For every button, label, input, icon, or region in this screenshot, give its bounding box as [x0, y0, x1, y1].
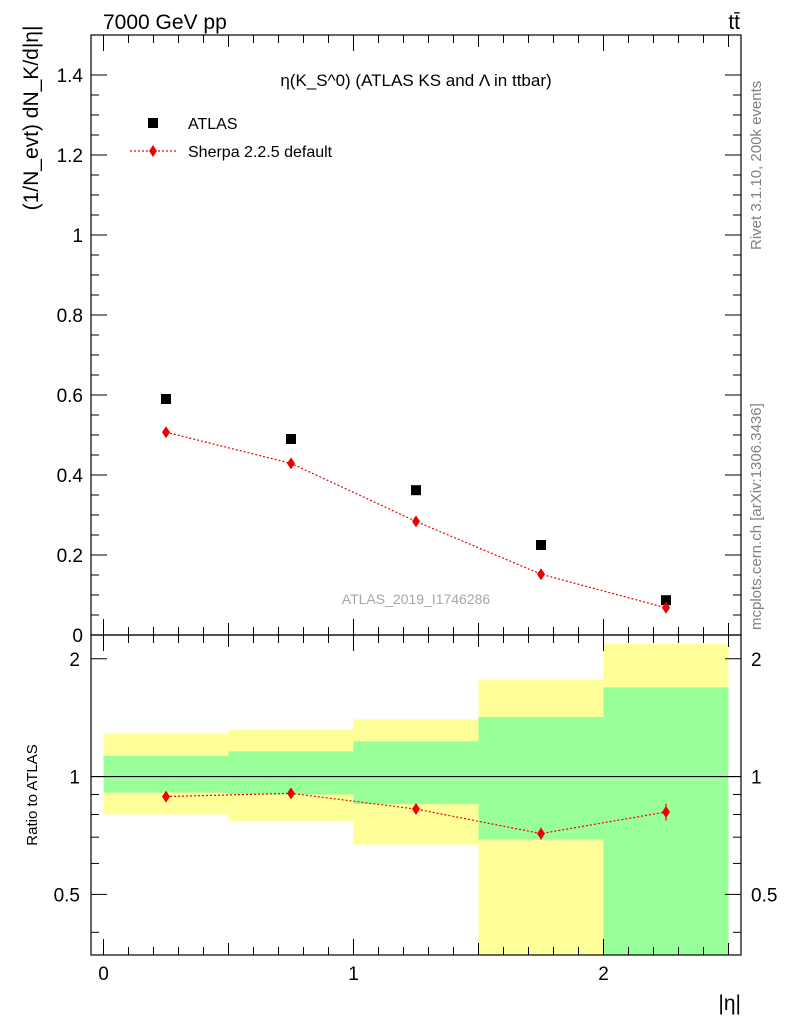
y-tick-label: 0.4	[57, 466, 84, 487]
y-tick-label: 1	[72, 226, 83, 247]
process-label: tt̄	[728, 11, 740, 34]
atlas-point	[161, 394, 171, 404]
ratio-y-axis-label: Ratio to ATLAS	[24, 744, 41, 845]
main-marks	[161, 394, 671, 614]
rivet-label: Rivet 3.1.10, 200k events	[748, 81, 765, 250]
y-tick-label: 0.6	[57, 386, 83, 407]
y-tick-label: 0.8	[57, 306, 83, 327]
chart-title: η(K_S^0) (ATLAS KS and Λ in ttbar)	[280, 71, 551, 90]
ratio-marks	[162, 787, 670, 840]
ratio-point	[412, 803, 420, 816]
legend-marker-sherpa	[149, 145, 157, 157]
watermark: ATLAS_2019_I1746286	[342, 591, 491, 607]
atlas-point	[661, 595, 671, 606]
legend-label-atlas: ATLAS	[188, 116, 238, 133]
green-band	[353, 741, 479, 805]
x-tick-label: 0	[98, 964, 109, 985]
green-band	[103, 755, 229, 793]
ratio-tick-labels: 0.5 0.5 1 1 2 2 0 1 2	[54, 650, 778, 985]
legend-marker-atlas	[148, 118, 158, 128]
x-axis-label: |η|	[718, 992, 741, 1015]
sherpa-point	[537, 568, 545, 581]
sherpa-point	[412, 515, 420, 528]
sherpa-point	[662, 601, 670, 614]
ratio-y-tick-label-right: 0.5	[751, 885, 777, 906]
ratio-y-tick-label-right: 2	[751, 650, 762, 671]
atlas-point	[286, 434, 296, 444]
legend: ATLAS Sherpa 2.2.5 default	[130, 116, 333, 161]
sherpa-line	[165, 431, 667, 609]
y-tick-label: 0.2	[57, 546, 83, 567]
ratio-frame	[90, 634, 742, 956]
atlas-point	[536, 540, 546, 550]
green-band	[603, 687, 729, 955]
green-band	[228, 751, 354, 795]
main-tick-labels: 0 0.2 0.4 0.6 0.8 1 1.2 1.4	[57, 66, 84, 647]
ratio-y-tick-label: 1	[69, 768, 80, 789]
y-tick-label: 0	[72, 626, 83, 647]
ratio-point	[537, 827, 545, 840]
ratio-point	[662, 805, 670, 818]
main-panel: 0 0.2 0.4 0.6 0.8 1 1.2 1.4 η(K_S^0) (ATLAS KS …	[20, 26, 742, 647]
sherpa-point	[162, 426, 170, 439]
ratio-bands	[103, 644, 729, 955]
green-band	[478, 716, 604, 840]
y-axis-label: (1/N_evt) dN_K/d|η|	[20, 26, 43, 211]
ratio-y-tick-label-right: 1	[751, 768, 762, 789]
ratio-y-tick-label: 0.5	[54, 885, 80, 906]
ratio-line	[165, 792, 667, 835]
y-tick-label: 1.4	[57, 66, 84, 87]
sherpa-point	[287, 457, 295, 470]
ratio-point	[287, 787, 295, 800]
ratio-ticks	[91, 635, 741, 955]
x-tick-label: 2	[598, 964, 609, 985]
energy-label: 7000 GeV pp	[103, 11, 227, 34]
mcplots-label: mcplots.cern.ch [arXiv:1306.3436]	[748, 403, 765, 630]
legend-label-sherpa: Sherpa 2.2.5 default	[188, 144, 333, 161]
y-tick-label: 1.2	[57, 146, 83, 167]
ratio-panel: 0.5 0.5 1 1 2 2 0 1 2 Ratio to ATLAS |η|	[24, 634, 778, 1015]
ratio-y-tick-label: 2	[69, 650, 80, 671]
x-tick-label: 1	[348, 964, 359, 985]
atlas-point	[411, 485, 421, 496]
ratio-point	[162, 790, 170, 803]
